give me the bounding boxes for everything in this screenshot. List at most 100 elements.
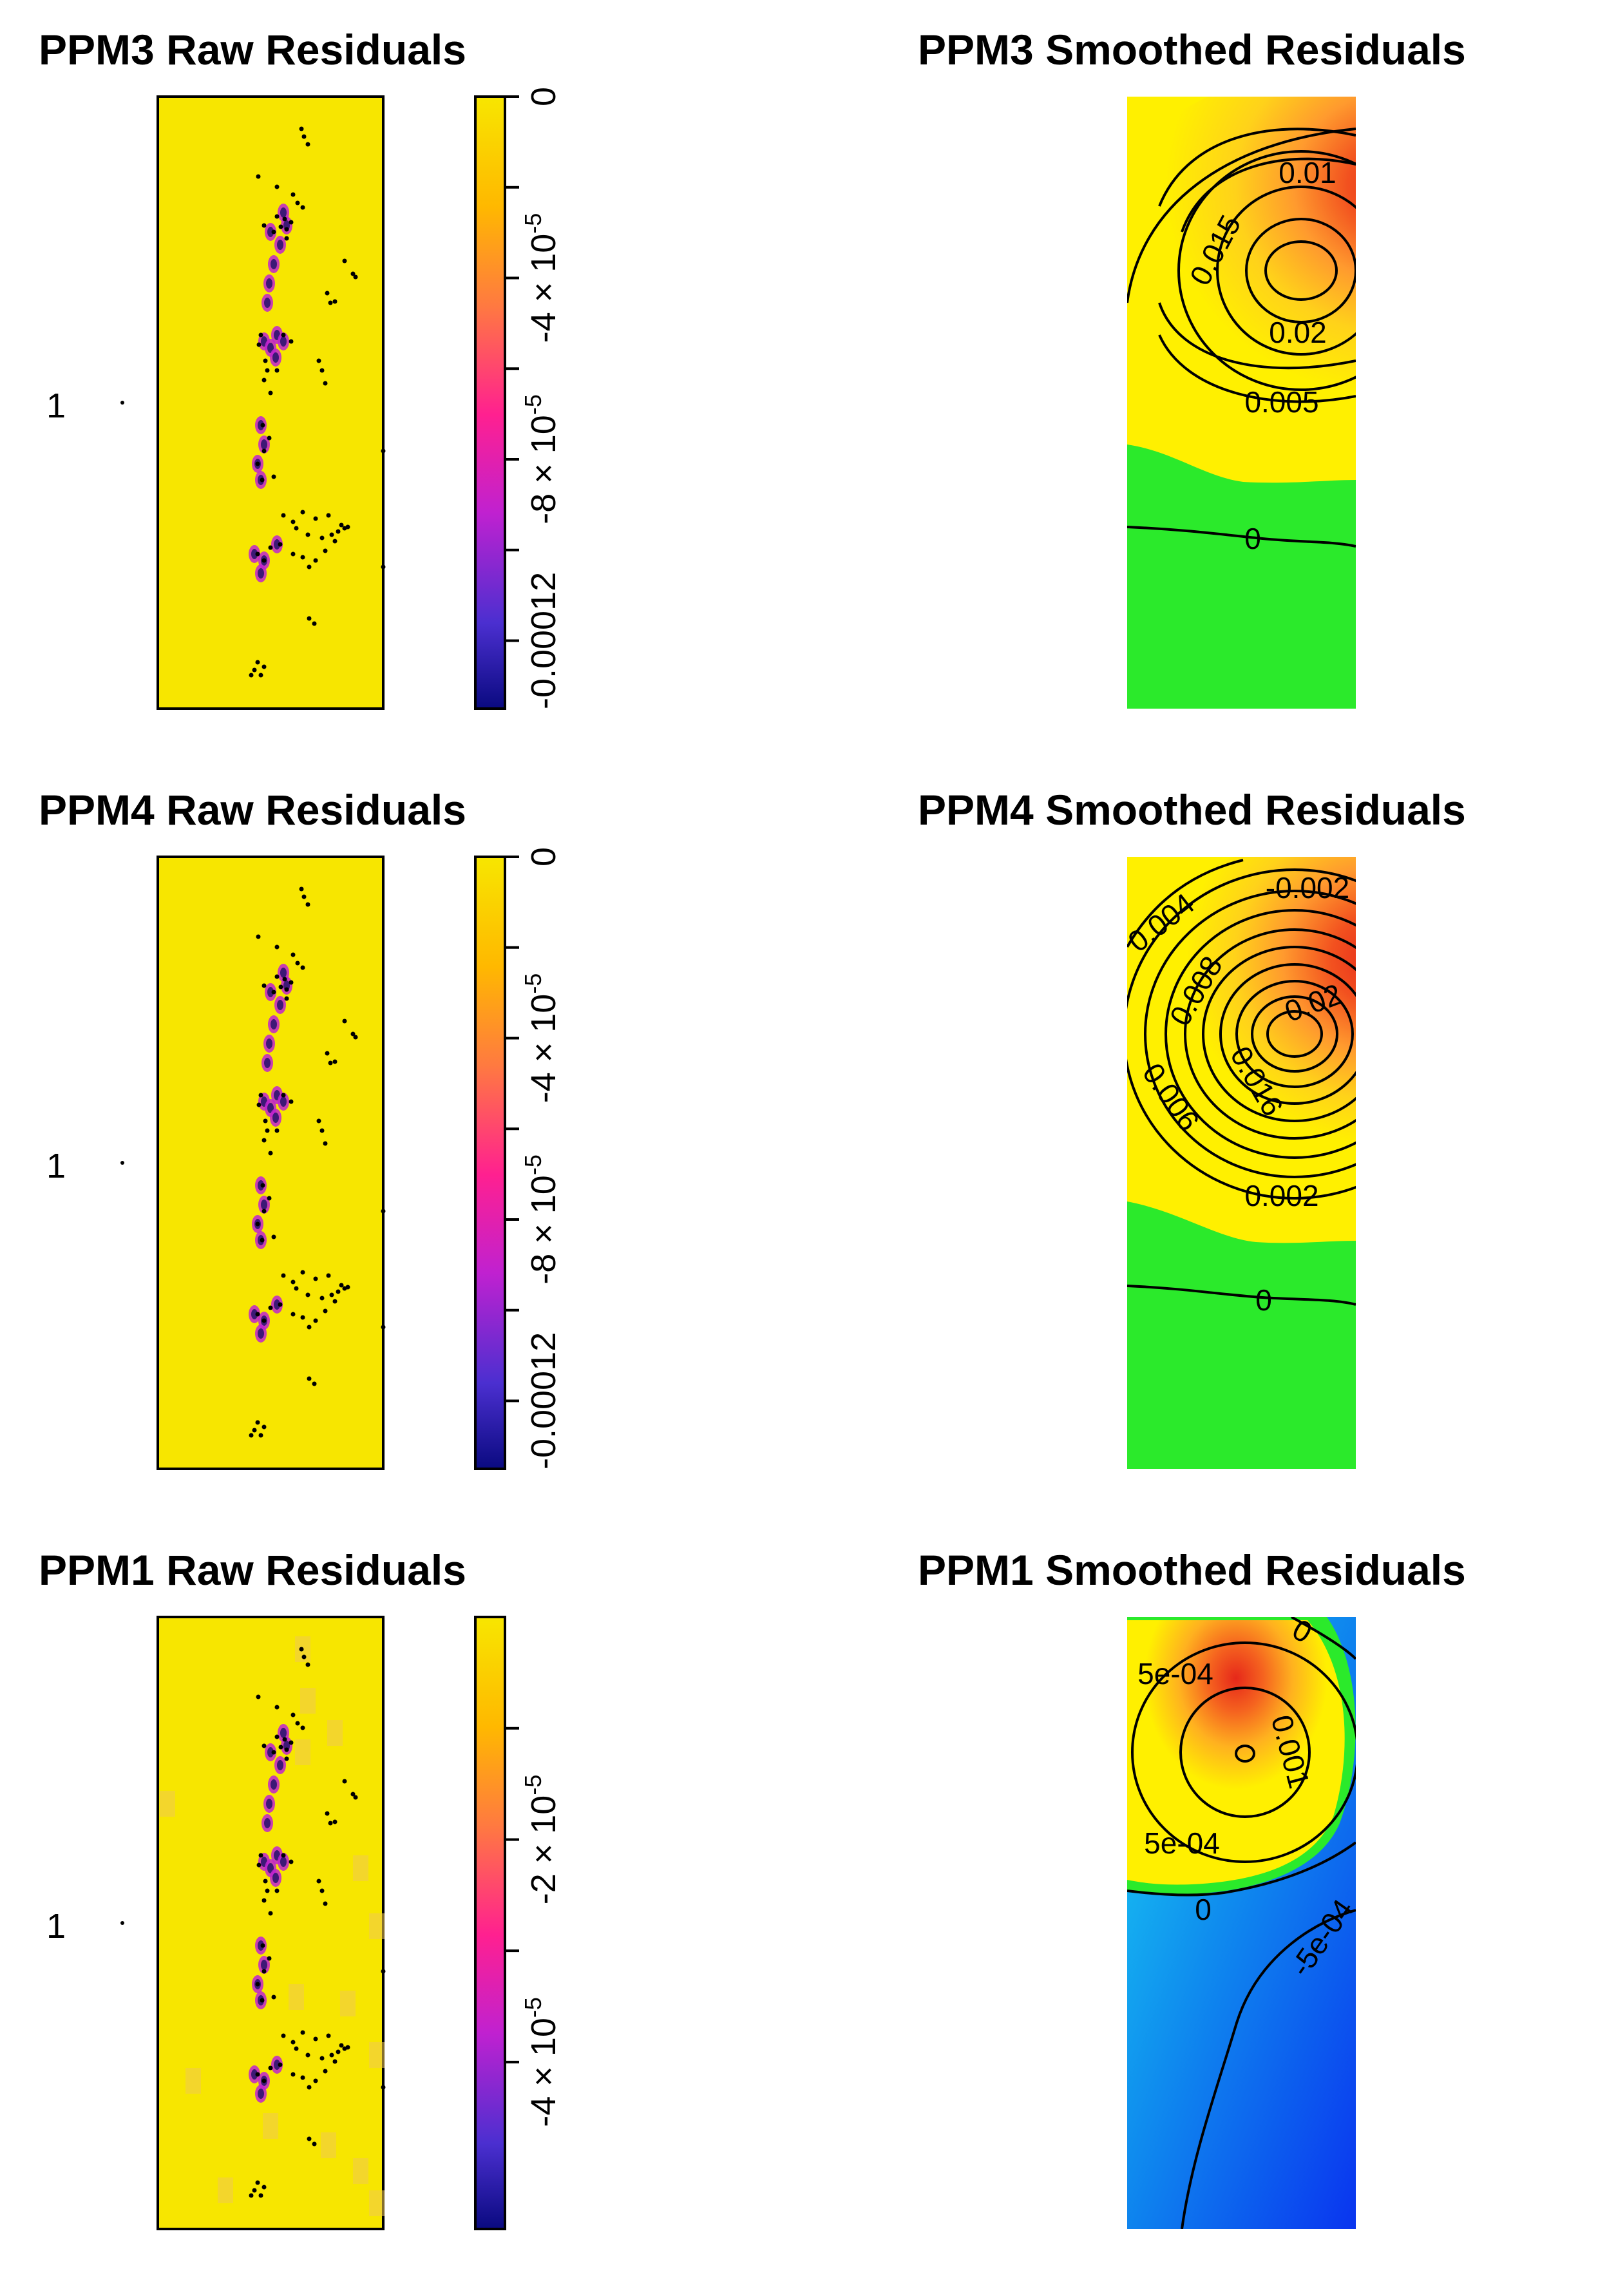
residual-point: [300, 2075, 305, 2080]
ppm3-contour-020: [1177, 150, 1356, 391]
residual-blob-core: [251, 549, 258, 559]
residual-point: [336, 2049, 341, 2054]
ppm3-peak-region: [1127, 97, 1356, 464]
residual-point: [353, 1035, 358, 1040]
residual-point: [307, 564, 312, 569]
residual-point: [313, 2078, 318, 2083]
colorbar-tick-label: -0.00012: [524, 1332, 563, 1469]
ppm4-row-label: 1: [46, 1147, 66, 1185]
residual-point: [281, 2033, 286, 2038]
residual-point: [289, 220, 294, 225]
residual-speckle: [289, 1984, 304, 2010]
residual-point: [289, 980, 294, 985]
residual-point: [300, 2030, 305, 2035]
residual-point: [381, 448, 386, 454]
residual-point: [261, 1138, 267, 1143]
residual-blob-core: [277, 1760, 283, 1770]
colorbar-tick-label: -2 × 10-5: [520, 1775, 563, 1905]
residual-speckle: [369, 2042, 385, 2068]
residual-point: [307, 1325, 312, 1330]
ppm1-contour-0-upper: [1291, 1617, 1356, 1660]
residual-point: [258, 332, 263, 338]
residual-point: [316, 358, 321, 363]
residual-point: [332, 2059, 338, 2064]
residual-point: [263, 1118, 268, 1124]
residual-point: [282, 1737, 287, 1742]
residual-point: [290, 1712, 296, 1717]
residual-point: [268, 1305, 273, 1310]
residual-point: [260, 1183, 265, 1188]
ppm4-contour-0: [1127, 1285, 1356, 1306]
residual-point: [274, 1888, 280, 1893]
residual-blob-core: [280, 968, 287, 978]
residual-blob-core: [267, 987, 274, 997]
residual-point: [278, 2062, 283, 2067]
residual-point: [323, 548, 328, 553]
colorbar-tick-label: -4 × 10-5: [520, 1997, 563, 2127]
residual-point: [255, 1982, 260, 1987]
ppm4-contour-6: [1219, 963, 1356, 1105]
ppm4-contour-2: [1144, 890, 1356, 1178]
residual-point: [323, 1141, 328, 1146]
residual-speckle: [300, 1688, 316, 1714]
ppm3-colorbar: 0 -4 × 10-5 -8 × 10-5 -0.00012: [474, 87, 563, 710]
residual-point: [295, 961, 300, 966]
residual-point: [271, 229, 276, 234]
residual-point: [265, 1888, 270, 1893]
residual-speckle: [263, 2113, 278, 2139]
residual-blob-core: [274, 539, 280, 550]
residual-point: [265, 1128, 270, 1133]
residual-blob-core: [272, 352, 279, 363]
residual-point: [336, 1289, 341, 1294]
residual-point: [325, 1811, 330, 1816]
residual-blob-core: [264, 1058, 271, 1068]
residual-point: [345, 1285, 350, 1290]
residual-point: [332, 1819, 338, 1824]
residual-point: [319, 1128, 325, 1133]
residual-point: [268, 545, 273, 550]
ppm3-row-dot: [120, 401, 124, 405]
residual-point: [353, 274, 358, 280]
residual-point: [323, 381, 328, 386]
residual-blob-core: [280, 207, 287, 218]
residual-point: [267, 435, 272, 441]
residual-blob-core: [266, 278, 272, 289]
residual-point: [274, 974, 280, 979]
residual-point: [261, 1209, 267, 1214]
residual-speckle: [369, 2190, 385, 2216]
residual-blob-core: [264, 298, 271, 308]
colorbar-tick-label: -4 × 10-5: [520, 973, 563, 1104]
ppm1-contour-0-lower: [1127, 1841, 1356, 1897]
residual-blob-core: [274, 2060, 280, 2070]
residual-point: [258, 673, 263, 678]
residual-point: [252, 667, 257, 673]
ppm3-contour-010b: [1158, 302, 1356, 370]
ppm1-contour-001: [1179, 1687, 1311, 1818]
residual-point: [260, 477, 265, 483]
residual-blob-core: [267, 1747, 274, 1757]
residual-blob-core: [274, 1299, 280, 1310]
residual-point: [328, 1821, 333, 1826]
ppm3-contour-b: [1245, 218, 1356, 323]
residual-point: [326, 2033, 331, 2038]
residual-point: [319, 1888, 325, 1893]
residual-point: [300, 1315, 305, 1320]
residual-speckle: [321, 2132, 336, 2158]
residual-speckle: [340, 1991, 356, 2016]
residual-point: [300, 965, 305, 970]
ppm1-contour-5e4: [1131, 1641, 1356, 1863]
residual-point: [301, 134, 307, 139]
residual-point: [249, 673, 254, 678]
residual-point: [271, 474, 276, 479]
ppm4-raw-background: [157, 856, 385, 1470]
ppm4-contour-9: [1266, 1010, 1323, 1058]
residual-blob-core: [251, 1309, 258, 1319]
residual-point: [290, 1279, 296, 1285]
residual-point: [290, 551, 296, 557]
residual-blob-core: [261, 439, 267, 450]
residual-point: [268, 390, 273, 396]
residual-point: [319, 2056, 325, 2061]
residual-point: [300, 555, 305, 560]
